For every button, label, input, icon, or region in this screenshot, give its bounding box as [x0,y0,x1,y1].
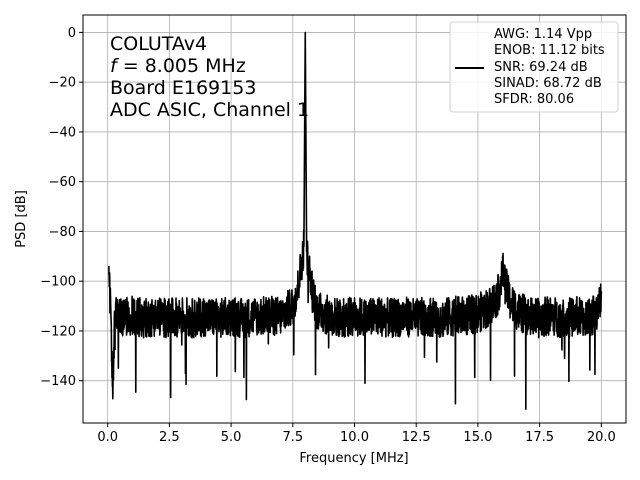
y-tick-label: −60 [49,175,76,190]
y-tick-label: −80 [49,225,76,240]
x-tick-label: 5.0 [221,430,242,445]
ticks: 0.0 2.5 5.0 7.5 10.0 12.5 15.0 17.5 20.0 0 −20 −40 −… [40,26,616,445]
y-tick-label: 0 [68,26,76,41]
legend-box [449,21,619,113]
x-tick-label: 15.0 [463,430,492,445]
x-tick-label: 17.5 [525,430,554,445]
annotation: COLUTAv4 f = 8.005 MHz Board E169153 ADC… [110,33,309,121]
y-tick-label: −120 [40,324,76,339]
series-layer [108,31,603,410]
y-tick-label: −20 [49,76,76,91]
legend-entry-sfdr: SFDR: 80.06 [494,92,574,107]
annotation-line-1: COLUTAv4 [110,33,207,55]
x-tick-label: 2.5 [159,430,180,445]
y-tick-label: −100 [40,275,76,290]
x-tick-label: 7.5 [282,430,303,445]
y-tick-label: −140 [40,374,76,389]
legend-entry-snr: SNR: 69.24 dB [494,60,588,75]
psd-series-line [108,31,603,410]
annotation-line-4: ADC ASIC, Channel 1 [110,99,309,121]
legend-entry-awg: AWG: 1.14 Vpp [494,27,592,42]
x-tick-label: 20.0 [587,430,616,445]
x-tick-label: 0.0 [97,430,118,445]
annotation-frequency: = 8.005 MHz [117,55,246,77]
x-tick-label: 10.0 [340,430,369,445]
annotation-symbol: f [110,55,120,77]
legend-entry-enob: ENOB: 11.12 bits [494,43,605,58]
annotation-line-3: Board E169153 [110,77,256,99]
x-tick-label: 12.5 [402,430,431,445]
y-axis-label: PSD [dB] [14,190,29,248]
y-tick-label: −40 [49,125,76,140]
annotation-line-2: f = 8.005 MHz [110,55,246,77]
legend: AWG: 1.14 Vpp ENOB: 11.12 bits SNR: 69.2… [449,21,619,113]
x-axis-label: Frequency [MHz] [299,451,408,466]
legend-entry-sinad: SINAD: 68.72 dB [494,76,602,91]
